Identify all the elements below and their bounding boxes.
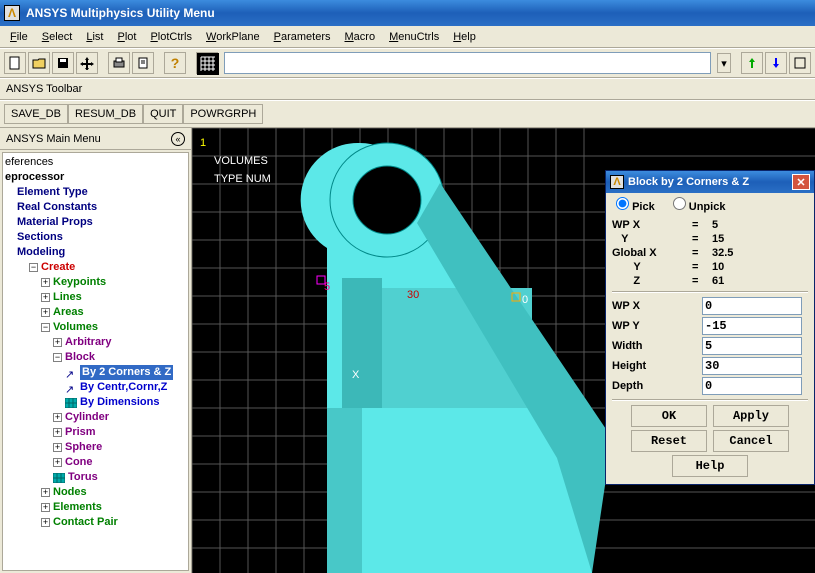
coord-row: Y=15 [612, 233, 808, 245]
tree-item[interactable]: ↗By Centr,Cornr,Z [5, 380, 186, 395]
menu-select[interactable]: Select [36, 29, 79, 45]
sidebar-header: ANSYS Main Menu « [0, 128, 191, 150]
svg-text:1: 1 [200, 137, 206, 149]
ansys-toolbar-label: ANSYS Toolbar [0, 78, 815, 100]
main-toolbar: ? ▾ [0, 48, 815, 78]
titlebar: Λ ANSYS Multiphysics Utility Menu [0, 0, 815, 26]
sidebar-title: ANSYS Main Menu [6, 133, 101, 145]
input-wp-x: WP X [612, 297, 808, 315]
dropdown-icon[interactable]: ▾ [717, 53, 731, 73]
tree-item[interactable]: +Keypoints [5, 275, 186, 290]
menubar: FileSelectListPlotPlotCtrlsWorkPlanePara… [0, 26, 815, 48]
menu-workplane[interactable]: WorkPlane [200, 29, 266, 45]
tree-item[interactable]: Torus [5, 470, 186, 485]
svg-text:0: 0 [522, 294, 528, 306]
tree-item[interactable]: +Nodes [5, 485, 186, 500]
help-button[interactable]: Help [672, 455, 748, 477]
toolbar-quit[interactable]: QUIT [143, 104, 183, 124]
svg-text:X: X [352, 369, 360, 381]
toolbar-resum_db[interactable]: RESUM_DB [68, 104, 143, 124]
coord-row: Y=10 [612, 261, 808, 273]
coord-row: Global X=32.5 [612, 247, 808, 259]
zoom-down-icon[interactable] [765, 52, 787, 74]
tree-item[interactable]: Sections [5, 230, 186, 245]
unpick-radio[interactable]: Unpick [673, 197, 726, 213]
pan-icon[interactable] [76, 52, 98, 74]
fit-icon[interactable] [789, 52, 811, 74]
tree: eferenceseprocessorElement TypeReal Cons… [2, 152, 189, 571]
reset-button[interactable]: Reset [631, 430, 707, 452]
close-icon[interactable]: ✕ [792, 174, 810, 190]
toolbar-powrgrph[interactable]: POWRGRPH [183, 104, 263, 124]
tree-item[interactable]: +Cone [5, 455, 186, 470]
tree-item[interactable]: Modeling [5, 245, 186, 260]
tree-item[interactable]: +Prism [5, 425, 186, 440]
menu-parameters[interactable]: Parameters [268, 29, 337, 45]
menu-list[interactable]: List [80, 29, 109, 45]
tree-item[interactable]: −Create [5, 260, 186, 275]
window-title: ANSYS Multiphysics Utility Menu [26, 6, 215, 20]
open-icon[interactable] [28, 52, 50, 74]
coord-row: Z=61 [612, 275, 808, 287]
collapse-icon[interactable]: « [171, 132, 185, 146]
tree-item[interactable]: eferences [5, 155, 186, 170]
tree-item[interactable]: +Lines [5, 290, 186, 305]
print-icon[interactable] [108, 52, 130, 74]
tree-item[interactable]: +Areas [5, 305, 186, 320]
apply-button[interactable]: Apply [713, 405, 789, 427]
tree-item[interactable]: Material Props [5, 215, 186, 230]
dialog-titlebar[interactable]: ΛBlock by 2 Corners & Z ✕ [606, 171, 814, 193]
toolbar-save_db[interactable]: SAVE_DB [4, 104, 68, 124]
input-width: Width [612, 337, 808, 355]
tree-item[interactable]: +Elements [5, 500, 186, 515]
app-icon: Λ [4, 5, 20, 21]
tree-item[interactable]: Element Type [5, 185, 186, 200]
menu-macro[interactable]: Macro [339, 29, 382, 45]
grid-icon[interactable] [196, 52, 218, 74]
input-wp-y: WP Y [612, 317, 808, 335]
input-height: Height [612, 357, 808, 375]
tree-item[interactable]: +Contact Pair [5, 515, 186, 530]
tree-item[interactable]: +Cylinder [5, 410, 186, 425]
input-depth: Depth [612, 377, 808, 395]
save-icon[interactable] [52, 52, 74, 74]
new-icon[interactable] [4, 52, 26, 74]
report-icon[interactable] [132, 52, 154, 74]
tree-item[interactable]: By Dimensions [5, 395, 186, 410]
svg-text:VOLUMES: VOLUMES [214, 155, 268, 167]
ansys-toolbar-row: SAVE_DBRESUM_DBQUITPOWRGRPH [0, 100, 815, 128]
zoom-up-icon[interactable] [741, 52, 763, 74]
menu-file[interactable]: File [4, 29, 34, 45]
sidebar: ANSYS Main Menu « eferenceseprocessorEle… [0, 128, 192, 573]
menu-menuctrls[interactable]: MenuCtrls [383, 29, 445, 45]
tree-item[interactable]: ↗By 2 Corners & Z [5, 365, 186, 380]
pick-radio[interactable]: Pick [616, 197, 655, 213]
tree-item[interactable]: +Arbitrary [5, 335, 186, 350]
svg-text:30: 30 [407, 289, 419, 301]
cancel-button[interactable]: Cancel [713, 430, 789, 452]
coord-row: WP X=5 [612, 219, 808, 231]
dialog-title-text: Block by 2 Corners & Z [628, 176, 749, 188]
help-icon[interactable]: ? [164, 52, 186, 74]
block-dialog: ΛBlock by 2 Corners & Z ✕ Pick Unpick WP… [605, 170, 815, 485]
command-input[interactable] [224, 52, 711, 74]
menu-help[interactable]: Help [447, 29, 482, 45]
ok-button[interactable]: OK [631, 405, 707, 427]
menu-plot[interactable]: Plot [111, 29, 142, 45]
tree-item[interactable]: Real Constants [5, 200, 186, 215]
tree-item[interactable]: +Sphere [5, 440, 186, 455]
menu-plotctrls[interactable]: PlotCtrls [144, 29, 198, 45]
tree-item[interactable]: −Block [5, 350, 186, 365]
tree-item[interactable]: −Volumes [5, 320, 186, 335]
svg-text:TYPE NUM: TYPE NUM [214, 173, 271, 185]
tree-item[interactable]: eprocessor [5, 170, 186, 185]
